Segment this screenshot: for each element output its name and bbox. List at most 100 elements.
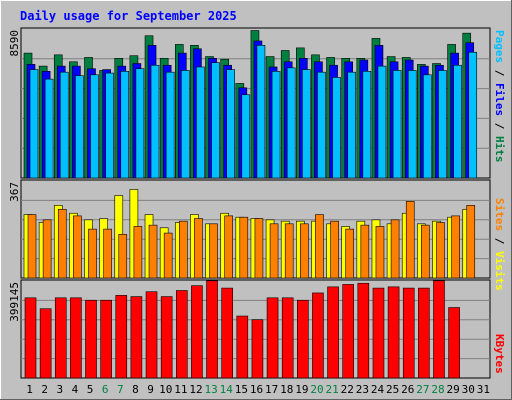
side-label-kbytes: KBytes bbox=[493, 334, 506, 374]
bar-pages-day-9 bbox=[150, 64, 160, 179]
bar-pages-day-21 bbox=[332, 77, 341, 179]
bar-sites-day-10 bbox=[163, 232, 173, 279]
day-label-3: 3 bbox=[57, 383, 64, 396]
bar-kbytes-day-22 bbox=[342, 284, 355, 379]
day-label-18: 18 bbox=[280, 383, 293, 396]
bar-pages-day-17 bbox=[271, 71, 281, 179]
day-label-11: 11 bbox=[174, 383, 187, 396]
side-label-sites-visits: Sites / Visits bbox=[493, 198, 506, 291]
side-label-visits: Visits bbox=[493, 251, 506, 291]
bar-kbytes-day-8 bbox=[130, 296, 143, 379]
side-label-sep-3: / bbox=[493, 231, 506, 251]
bar-sites-day-13 bbox=[209, 223, 218, 279]
bar-kbytes-day-23 bbox=[357, 282, 370, 379]
bar-pages-day-12 bbox=[196, 66, 205, 179]
chart-title: Daily usage for September 2025 bbox=[20, 9, 237, 23]
bar-pages-day-11 bbox=[180, 70, 190, 179]
bar-sites-day-19 bbox=[300, 223, 309, 279]
bar-kbytes-day-17 bbox=[266, 297, 279, 379]
bar-kbytes-day-29 bbox=[448, 307, 460, 379]
bar-kbytes-day-11 bbox=[175, 290, 188, 379]
bar-pages-day-28 bbox=[438, 70, 447, 179]
day-label-16: 16 bbox=[250, 383, 263, 396]
day-label-30: 30 bbox=[462, 383, 475, 396]
day-label-4: 4 bbox=[72, 383, 79, 396]
bar-sites-day-16 bbox=[254, 218, 264, 279]
bar-kbytes-day-3 bbox=[54, 297, 67, 379]
bar-pages-day-18 bbox=[286, 67, 296, 179]
day-label-23: 23 bbox=[356, 383, 369, 396]
day-label-13: 13 bbox=[204, 383, 217, 396]
bar-kbytes-day-7 bbox=[115, 295, 128, 379]
day-label-17: 17 bbox=[265, 383, 278, 396]
side-label-hits: Hits bbox=[493, 136, 506, 163]
bar-kbytes-day-16 bbox=[251, 319, 264, 379]
bar-sites-day-20 bbox=[315, 214, 324, 279]
bar-kbytes-day-20 bbox=[312, 292, 324, 379]
bar-pages-day-30 bbox=[468, 51, 478, 179]
bar-kbytes-day-28 bbox=[433, 280, 445, 379]
bar-kbytes-day-24 bbox=[372, 287, 385, 379]
day-label-9: 9 bbox=[147, 383, 154, 396]
bar-kbytes-day-13 bbox=[206, 280, 218, 379]
day-label-26: 26 bbox=[401, 383, 414, 396]
bar-sites-day-29 bbox=[451, 215, 460, 279]
side-label-pages-files-hits: Pages / Files / Hits bbox=[493, 30, 506, 163]
day-label-29: 29 bbox=[447, 383, 460, 396]
bar-sites-day-3 bbox=[57, 208, 67, 279]
bar-sites-day-30 bbox=[466, 205, 476, 279]
side-label-pages: Pages bbox=[493, 30, 506, 63]
side-label-sep-1: / bbox=[493, 63, 506, 83]
bar-pages-day-6 bbox=[105, 72, 114, 179]
bar-sites-day-9 bbox=[148, 224, 158, 279]
day-label-6: 6 bbox=[102, 383, 109, 396]
day-label-8: 8 bbox=[132, 383, 139, 396]
bar-kbytes-day-1 bbox=[24, 297, 37, 379]
bar-kbytes-day-25 bbox=[387, 286, 400, 379]
bar-kbytes-day-6 bbox=[100, 299, 112, 379]
day-label-7: 7 bbox=[117, 383, 124, 396]
side-label-sites: Sites bbox=[493, 198, 506, 231]
bar-sites-day-7 bbox=[118, 234, 128, 279]
day-label-31: 31 bbox=[477, 383, 490, 396]
bar-pages-day-3 bbox=[59, 71, 69, 179]
bar-pages-day-15 bbox=[241, 94, 251, 179]
bar-pages-day-2 bbox=[44, 78, 54, 179]
bar-kbytes-day-4 bbox=[70, 297, 82, 379]
bar-sites-day-17 bbox=[269, 223, 279, 279]
day-label-15: 15 bbox=[235, 383, 248, 396]
bar-pages-day-8 bbox=[135, 68, 145, 179]
day-label-20: 20 bbox=[310, 383, 323, 396]
bar-sites-day-23 bbox=[360, 224, 370, 279]
day-label-19: 19 bbox=[295, 383, 308, 396]
bar-pages-day-29 bbox=[453, 64, 462, 179]
bar-sites-day-25 bbox=[390, 219, 400, 279]
bar-pages-day-25 bbox=[392, 70, 402, 179]
day-label-21: 21 bbox=[326, 383, 339, 396]
bar-pages-day-16 bbox=[256, 45, 266, 179]
bar-kbytes-day-9 bbox=[145, 291, 158, 379]
bar-sites-day-1 bbox=[27, 214, 37, 279]
bar-sites-day-14 bbox=[224, 215, 233, 279]
bar-kbytes-day-12 bbox=[191, 285, 203, 379]
bar-sites-day-4 bbox=[73, 215, 82, 279]
bar-kbytes-day-14 bbox=[221, 287, 233, 379]
day-label-24: 24 bbox=[371, 383, 385, 396]
bar-pages-day-13 bbox=[211, 62, 220, 179]
bar-sites-day-26 bbox=[405, 201, 415, 279]
bar-pages-day-7 bbox=[120, 71, 130, 179]
bar-pages-day-20 bbox=[317, 71, 326, 179]
bar-pages-day-27 bbox=[423, 74, 432, 179]
day-label-10: 10 bbox=[159, 383, 172, 396]
day-label-27: 27 bbox=[416, 383, 429, 396]
bar-sites-day-24 bbox=[375, 226, 385, 279]
side-label-files: Files bbox=[493, 83, 506, 116]
bar-pages-day-5 bbox=[90, 74, 99, 179]
day-labels: 1 2 3 4 5 6 7 8 9 10 11 12 13 14 15 16 17 18 19 20 21 22 23 24 2… bbox=[26, 383, 490, 396]
bar-pages-day-19 bbox=[302, 69, 311, 179]
bar-sites-day-27 bbox=[421, 224, 430, 279]
bar-pages-day-24 bbox=[377, 65, 387, 179]
day-label-14: 14 bbox=[220, 383, 234, 396]
bar-kbytes-day-19 bbox=[297, 299, 309, 379]
